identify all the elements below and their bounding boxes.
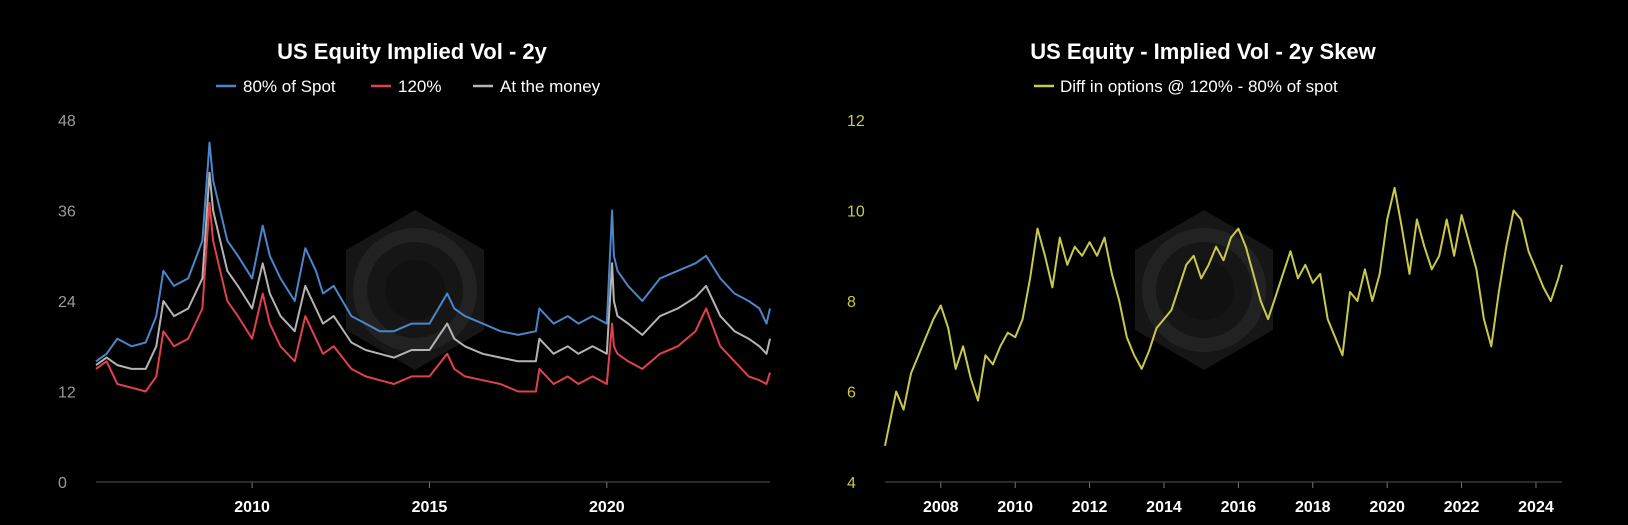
- right-y-tick-label: 6: [847, 385, 856, 402]
- legend-label-80: 80% of Spot: [243, 77, 336, 96]
- chart-right: US Equity - Implied Vol - 2y Skew Diff i…: [847, 39, 1563, 516]
- chart-right-x-ticks: 2008 2010 2012 2014 2016 2018 2020 2022 2024: [923, 482, 1554, 516]
- left-x-tick-label: 2010: [234, 499, 270, 516]
- left-y-tick-label: 12: [58, 385, 76, 402]
- left-series-line-1: [95, 202, 771, 393]
- chart-right-title: US Equity - Implied Vol - 2y Skew: [1030, 39, 1376, 64]
- legend-label-skew: Diff in options @ 120% - 80% of spot: [1060, 77, 1338, 96]
- right-y-tick-label: 10: [847, 204, 865, 221]
- left-x-tick-label: 2020: [589, 499, 625, 516]
- chart-left-series: [95, 141, 771, 393]
- left-y-tick-label: 0: [58, 475, 67, 492]
- left-y-tick-label: 48: [58, 113, 76, 130]
- left-x-tick-label: 2015: [412, 499, 448, 516]
- chart-right-y-ticks: 4 6 8 10 12: [847, 113, 865, 492]
- right-y-tick-label: 12: [847, 113, 865, 130]
- left-series-line-2: [95, 171, 771, 370]
- chart-left-x-ticks: 2010 2015 2020: [234, 482, 625, 516]
- legend-label-atm: At the money: [500, 77, 601, 96]
- right-x-tick-label: 2022: [1444, 499, 1480, 516]
- chart-left-legend: 80% of Spot 120% At the money: [216, 77, 601, 96]
- right-y-tick-label: 4: [847, 475, 856, 492]
- right-series-line-0: [884, 186, 1563, 447]
- chart-left-title: US Equity Implied Vol - 2y: [277, 39, 548, 64]
- right-x-tick-label: 2016: [1221, 499, 1257, 516]
- left-y-tick-label: 24: [58, 294, 76, 311]
- chart-left-y-ticks: 0 12 24 36 48: [58, 113, 76, 492]
- watermark-logo-right: [1135, 210, 1273, 370]
- chart-right-series: [884, 186, 1563, 447]
- right-x-tick-label: 2020: [1369, 499, 1405, 516]
- left-series-line-0: [95, 141, 771, 363]
- chart-left: US Equity Implied Vol - 2y 80% of Spot 1…: [58, 39, 771, 516]
- right-x-tick-label: 2008: [923, 499, 959, 516]
- legend-label-120: 120%: [398, 77, 441, 96]
- right-y-tick-label: 8: [847, 294, 856, 311]
- right-x-tick-label: 2018: [1295, 499, 1331, 516]
- right-x-tick-label: 2014: [1146, 499, 1182, 516]
- right-x-tick-label: 2010: [997, 499, 1033, 516]
- right-x-tick-label: 2012: [1072, 499, 1108, 516]
- right-x-tick-label: 2024: [1518, 499, 1554, 516]
- left-y-tick-label: 36: [58, 204, 76, 221]
- chart-right-legend: Diff in options @ 120% - 80% of spot: [1034, 77, 1338, 96]
